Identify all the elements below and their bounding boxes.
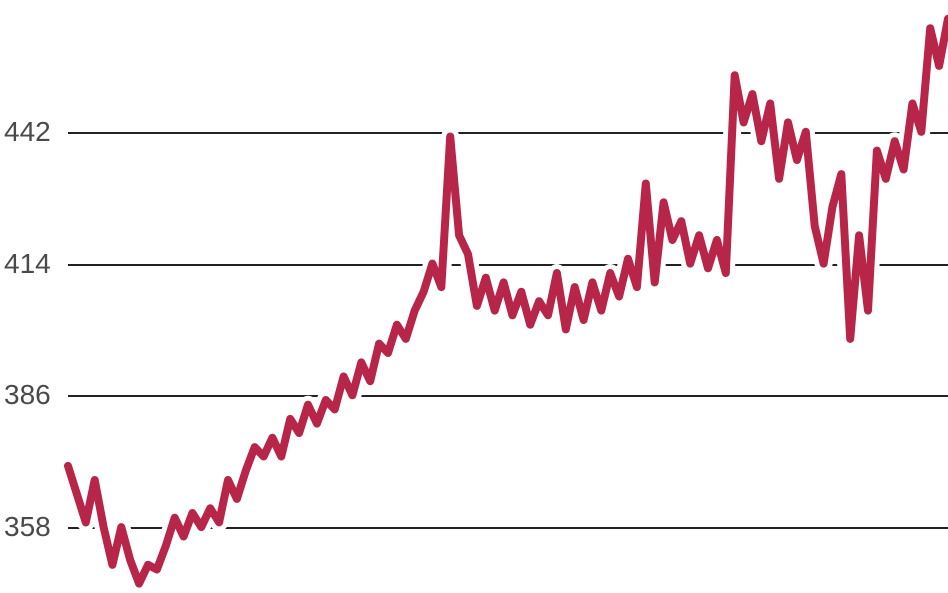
series-line bbox=[68, 19, 948, 584]
y-tick-label: 386 bbox=[0, 379, 64, 411]
line-chart: 358 386 414 442 bbox=[0, 0, 948, 593]
y-tick-label: 442 bbox=[0, 116, 64, 148]
plot-area bbox=[68, 0, 948, 593]
y-tick-label: 358 bbox=[0, 511, 64, 543]
y-tick-label: 414 bbox=[0, 248, 64, 280]
